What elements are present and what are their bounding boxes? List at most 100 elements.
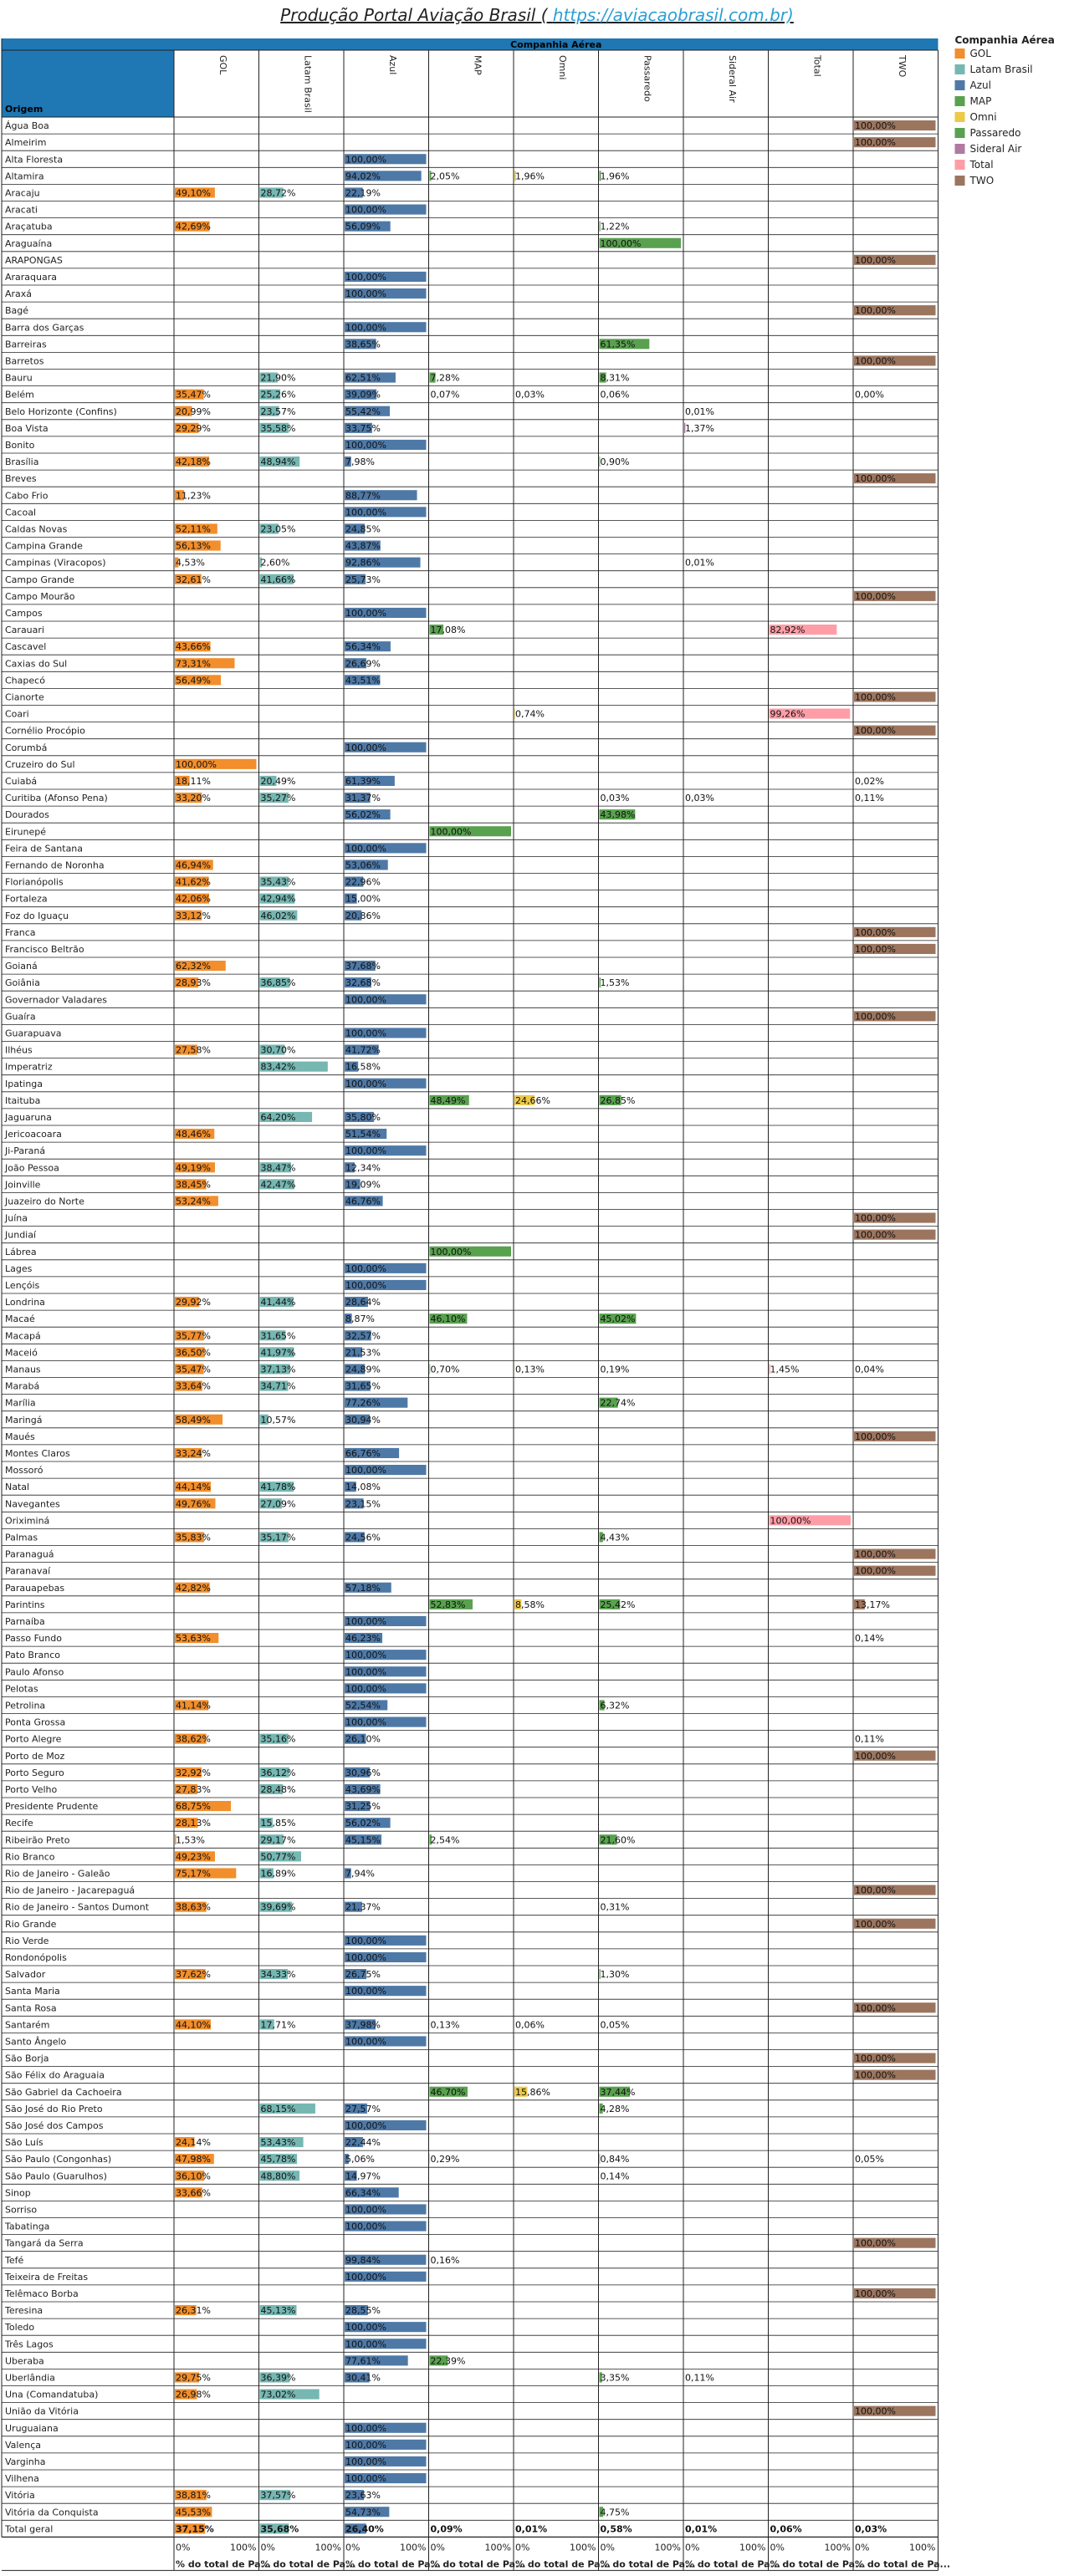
bar-azul xyxy=(345,540,381,551)
data-label: 100,00% xyxy=(855,2053,896,2064)
bar-omni xyxy=(514,1599,522,1609)
data-label: 52,54% xyxy=(345,1700,381,1711)
row-label: Maués xyxy=(5,1431,35,1442)
row-label: União da Vitória xyxy=(5,2406,79,2417)
data-label: 43,66% xyxy=(176,641,211,652)
bar-azul xyxy=(345,1364,366,1375)
row-label: Vitória xyxy=(5,2490,35,2501)
data-label: 41,72% xyxy=(345,1045,381,1056)
bar-two xyxy=(854,137,936,148)
row-label: Vitória da Conquista xyxy=(5,2507,99,2517)
bar-azul xyxy=(345,389,377,400)
data-label: 100,00% xyxy=(855,1549,896,1560)
row-label: Cacoal xyxy=(5,507,36,518)
bar-azul xyxy=(345,1179,361,1190)
data-label: 73,31% xyxy=(176,658,211,669)
row-label: Barreiras xyxy=(5,339,47,349)
data-label: 38,47% xyxy=(261,1162,296,1173)
legend-title: Companhia Aérea xyxy=(955,34,1055,46)
bar-azul xyxy=(345,961,376,972)
row-label: Água Boa xyxy=(5,120,49,131)
data-label: 100,00% xyxy=(345,1650,386,1660)
chart-title-link[interactable]: https://aviacaobrasil.com.br) xyxy=(552,5,794,25)
bar-gol xyxy=(175,1129,215,1140)
legend-swatch-two xyxy=(954,176,965,186)
data-label: 23,15% xyxy=(345,1498,381,1509)
data-label: 0,11% xyxy=(685,2372,714,2383)
axis-tick-label: 0% xyxy=(685,2542,699,2553)
bar-latam-brasil xyxy=(259,457,300,467)
data-label: 14,08% xyxy=(345,1482,381,1492)
axis-tick-label: 0% xyxy=(176,2542,190,2553)
data-label: 100,00% xyxy=(855,473,896,484)
data-label: 100,00% xyxy=(855,944,896,955)
row-label: Parnaíba xyxy=(5,1616,45,1627)
bar-latam-brasil xyxy=(259,2154,298,2165)
bar-azul xyxy=(345,1297,368,1308)
bar-gol xyxy=(175,2372,200,2383)
data-label: 42,18% xyxy=(176,457,211,467)
row-label: Marabá xyxy=(5,1381,39,1392)
axis-caption: % do total de Pa... xyxy=(261,2558,356,2569)
data-label: 100,00% xyxy=(345,1952,386,1963)
data-label: 15,00% xyxy=(345,894,381,905)
data-label: 4,53% xyxy=(176,558,205,569)
row-label: João Pessoa xyxy=(4,1162,59,1173)
data-label: 100,00% xyxy=(345,2473,386,2484)
data-label: 83,42% xyxy=(261,1062,296,1073)
legend-item-passaredo: Passaredo xyxy=(970,127,1021,139)
row-label: São Luís xyxy=(5,2137,43,2148)
bar-azul xyxy=(345,171,422,181)
data-label: 100,00% xyxy=(855,1230,896,1241)
axis-tick-label: 100% xyxy=(230,2542,256,2553)
data-label: 55,42% xyxy=(345,406,381,417)
data-label: 100,00% xyxy=(431,826,472,837)
row-label: Ponta Grossa xyxy=(5,1717,65,1728)
row-label: Ribeirão Preto xyxy=(5,1834,70,1845)
data-label: 0,19% xyxy=(601,1364,630,1375)
row-label: Parintins xyxy=(5,1599,45,1610)
bar-gol xyxy=(175,2523,206,2534)
bar-azul xyxy=(345,2204,427,2215)
bar-two xyxy=(854,691,936,702)
row-label: Goiânia xyxy=(5,977,40,988)
bar-sideral-air xyxy=(684,422,686,433)
bar-two xyxy=(854,305,936,316)
bar-azul xyxy=(345,843,427,854)
bar-azul xyxy=(345,1498,364,1509)
bar-two xyxy=(854,1548,936,1559)
bar-azul xyxy=(345,271,427,282)
row-label: Paranaguá xyxy=(5,1549,54,1560)
data-label: 38,65% xyxy=(345,339,381,349)
data-label: 100,00% xyxy=(345,994,386,1005)
data-label: 31,65% xyxy=(345,1381,381,1392)
axis-caption: % do total de Pa... xyxy=(685,2558,780,2569)
bar-latam-brasil xyxy=(259,406,279,416)
row-label: Toledo xyxy=(4,2322,34,2333)
row-label: Porto Alegre xyxy=(5,1734,62,1745)
bar-azul xyxy=(345,2154,349,2165)
bar-two xyxy=(854,2069,936,2080)
data-label: 23,57% xyxy=(261,406,296,417)
data-label: 92,86% xyxy=(345,558,381,569)
data-label: 53,43% xyxy=(261,2137,296,2148)
row-label: Teresina xyxy=(4,2305,43,2316)
row-label: Bonito xyxy=(5,440,35,451)
axis-tick-label: 100% xyxy=(570,2542,596,2553)
data-label: 25,73% xyxy=(345,574,381,585)
row-label: Bagé xyxy=(5,305,28,316)
data-label: 0,03% xyxy=(601,793,630,803)
data-label: 100,00% xyxy=(345,1465,386,1476)
bar-passaredo xyxy=(599,372,606,383)
row-label: Corumbá xyxy=(5,742,47,753)
data-label: 28,64% xyxy=(345,1297,381,1308)
bar-gol xyxy=(175,1834,176,1845)
data-label: 100,00% xyxy=(855,927,896,938)
data-label: 0,31% xyxy=(601,1902,630,1913)
bar-latam-brasil xyxy=(259,793,289,803)
axis-tick-label: 100% xyxy=(655,2542,681,2553)
data-label: 0,02% xyxy=(855,776,884,787)
data-label: 43,69% xyxy=(345,1784,381,1795)
data-label: 8,31% xyxy=(601,373,630,384)
data-label: 100,00% xyxy=(345,1717,386,1728)
